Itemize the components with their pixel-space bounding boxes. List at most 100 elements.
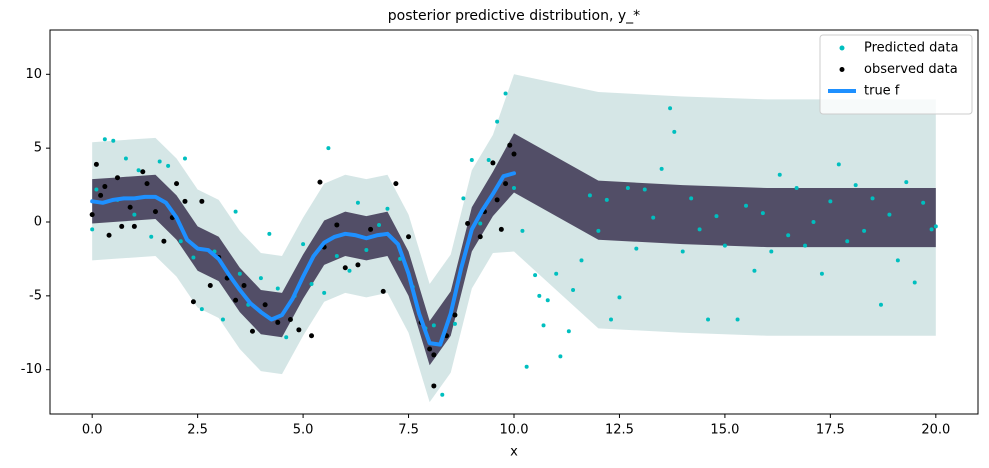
x-tick-label: 12.5 [605,423,634,438]
plot-area [89,74,938,403]
data-point [94,187,99,192]
data-point [706,317,711,322]
data-point [267,231,272,236]
data-point [431,383,437,389]
data-point [93,161,99,167]
data-point [368,226,374,232]
data-point [296,327,302,333]
data-point [355,200,360,205]
data-point [579,258,584,263]
data-point [237,271,242,276]
x-tick-label: 10.0 [500,423,529,438]
data-point [364,248,369,253]
data-point [495,119,500,124]
data-point [507,142,513,148]
data-point [862,228,867,233]
data-point [929,227,934,232]
data-point [106,232,112,238]
data-point [904,180,909,185]
data-point [406,234,412,240]
data-point [127,204,133,210]
data-point [258,276,263,281]
data-point [651,215,656,220]
posterior-band [92,133,936,366]
data-point [355,262,361,268]
data-point [275,286,280,291]
data-point [334,253,339,258]
y-tick-label: 0 [34,215,42,230]
data-point [342,265,348,271]
posterior-band [92,74,936,403]
data-point [794,186,799,191]
data-point [140,169,146,175]
data-point [102,184,108,190]
data-point [478,221,483,226]
data-point [524,364,529,369]
data-point [912,280,917,285]
data-point [144,181,150,187]
data-point [604,197,609,202]
y-tick-label: 5 [34,141,42,156]
x-tick-label: 2.5 [187,423,208,438]
y-tick-label: -10 [21,362,42,377]
data-point [714,214,719,219]
data-point [566,329,571,334]
data-point [380,288,386,294]
data-point [680,249,685,254]
data-point [199,198,205,204]
data-point [182,198,188,204]
data-point [477,234,483,240]
legend-swatch [839,67,845,72]
data-point [587,193,592,198]
data-point [735,317,740,322]
data-point [287,316,293,322]
legend-swatch [839,45,845,51]
data-point [819,271,824,276]
data-point [182,156,187,161]
data-point [309,282,314,287]
data-point [90,227,95,232]
data-point [933,224,938,229]
data-point [744,203,748,208]
data-point [490,160,496,166]
x-tick-label: 17.5 [816,423,845,438]
legend-label: Predicted data [864,41,958,56]
data-point [190,299,196,305]
data-point [431,323,436,328]
data-point [322,290,327,295]
data-point [301,242,306,247]
data-point [887,212,892,217]
data-point [503,91,508,96]
data-point [845,239,850,244]
data-point [132,212,137,217]
data-point [722,243,727,248]
y-tick-label: 10 [25,67,42,82]
x-axis-label: x [510,445,518,460]
data-point [769,249,774,254]
data-point [326,146,331,151]
y-tick-label: -5 [29,288,42,303]
x-tick-label: 15.0 [710,423,739,438]
data-point [853,183,858,188]
data-point [89,212,95,218]
data-point [520,228,525,233]
data-point [191,255,196,260]
data-point [431,352,437,358]
data-point [596,228,601,233]
data-point [317,179,323,185]
data-point [511,151,517,157]
data-point [149,234,154,239]
data-point [870,196,875,201]
data-point [119,223,125,229]
data-point [309,333,315,339]
data-point [136,168,141,173]
legend-label: observed data [864,62,958,77]
data-point [786,233,791,238]
data-point [385,206,390,211]
data-point [452,312,458,318]
data-point [469,157,474,162]
data-point [554,271,559,276]
data-point [166,163,171,168]
data-point [672,129,677,134]
